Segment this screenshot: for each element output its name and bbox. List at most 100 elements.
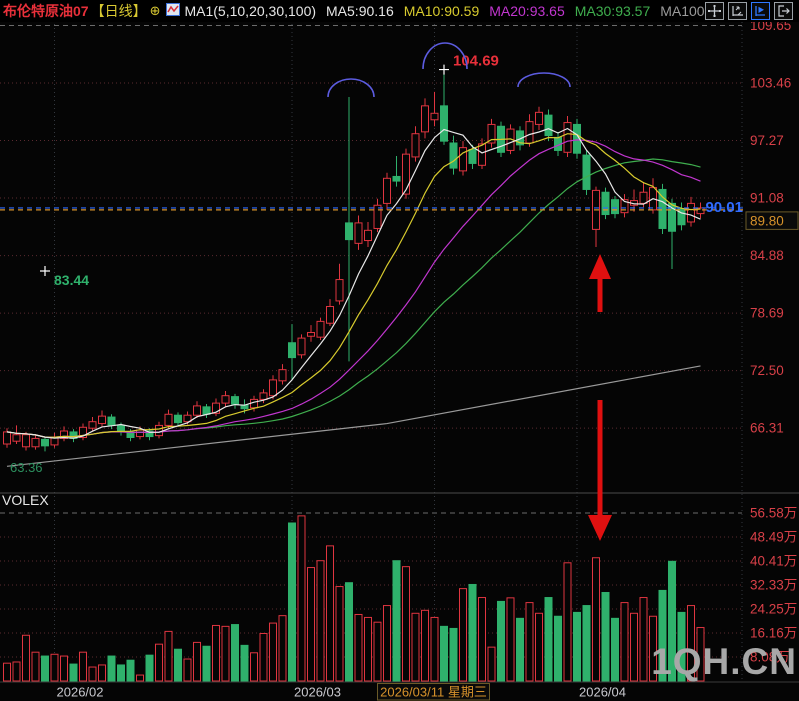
volume-bar[interactable] [69, 663, 78, 682]
candle[interactable] [345, 222, 353, 241]
volume-bar[interactable] [421, 609, 429, 682]
volume-bar[interactable] [696, 627, 705, 682]
volume-bar[interactable] [525, 602, 534, 682]
volume-bar[interactable] [231, 624, 239, 682]
volume-bar[interactable] [60, 655, 68, 682]
volume-bar[interactable] [582, 605, 591, 682]
candle[interactable] [440, 105, 448, 142]
volume-bar[interactable] [297, 515, 306, 682]
candle[interactable] [459, 147, 467, 172]
candle[interactable] [221, 395, 230, 404]
volume-bar[interactable] [145, 654, 154, 682]
volume-bar[interactable] [212, 624, 220, 682]
volume-bar[interactable] [269, 622, 277, 682]
candle[interactable] [402, 153, 410, 195]
volume-bar[interactable] [259, 632, 268, 682]
candle[interactable] [373, 204, 382, 229]
volume-bar[interactable] [250, 652, 258, 682]
candle[interactable] [164, 413, 173, 426]
volume-bar[interactable] [668, 560, 676, 682]
candle[interactable] [297, 337, 306, 356]
arrow-up-annotation[interactable] [589, 254, 611, 312]
volume-bar[interactable] [41, 655, 49, 682]
volume-bar[interactable] [392, 560, 401, 682]
volume-bar[interactable] [601, 591, 610, 682]
volume-bar[interactable] [373, 621, 382, 682]
candle[interactable] [183, 414, 192, 423]
arc-annotation[interactable] [327, 78, 375, 98]
candle[interactable] [22, 434, 30, 448]
playback-icon[interactable] [751, 2, 770, 20]
volume-bar[interactable] [573, 611, 581, 682]
candle[interactable] [145, 430, 154, 438]
volume-bar[interactable] [98, 664, 106, 682]
volume-bar[interactable] [364, 616, 372, 682]
volume-bar[interactable] [50, 653, 59, 682]
arc-annotation[interactable] [422, 42, 468, 70]
volume-bar[interactable] [31, 651, 40, 682]
candle[interactable] [487, 123, 496, 144]
volume-bar[interactable] [221, 625, 230, 682]
volume-bar[interactable] [487, 646, 496, 682]
candle[interactable] [98, 415, 106, 425]
candle[interactable] [383, 177, 391, 204]
candle[interactable] [259, 392, 268, 400]
period-label[interactable]: 【日线】 [90, 3, 147, 19]
volume-bar[interactable] [183, 658, 192, 682]
volume-bar[interactable] [449, 627, 458, 682]
volume-bar[interactable] [563, 562, 572, 682]
volume-bar[interactable] [677, 611, 686, 682]
volume-bar[interactable] [468, 583, 477, 682]
volume-bar[interactable] [193, 641, 201, 682]
candle[interactable] [88, 421, 97, 429]
volume-bar[interactable] [383, 605, 391, 682]
volume-bar[interactable] [174, 648, 182, 682]
volume-bar[interactable] [240, 644, 249, 682]
volume-bar[interactable] [649, 615, 657, 682]
candle[interactable] [573, 123, 581, 154]
volume-bar[interactable] [136, 674, 144, 682]
volume-bar[interactable] [516, 617, 524, 682]
volume-bar[interactable] [12, 661, 21, 682]
candle[interactable] [107, 416, 116, 426]
volume-bar[interactable] [155, 643, 163, 682]
candle[interactable] [601, 191, 610, 216]
exit-icon[interactable] [774, 2, 793, 20]
volume-bar[interactable] [611, 617, 619, 682]
candle[interactable] [677, 208, 686, 226]
candle[interactable] [478, 143, 486, 166]
volume-bar[interactable] [307, 567, 315, 682]
volume-bar[interactable] [687, 605, 695, 682]
candle[interactable] [668, 202, 676, 232]
candle[interactable] [468, 149, 477, 164]
candle[interactable] [687, 202, 695, 223]
volume-bar[interactable] [335, 586, 344, 682]
volume-bar[interactable] [316, 560, 325, 682]
volume-bar[interactable] [411, 612, 420, 682]
candle[interactable] [288, 342, 296, 359]
axis-scale-icon[interactable] [728, 2, 747, 20]
circle-plus-icon[interactable]: ⊕ [149, 3, 161, 18]
candle[interactable] [354, 222, 363, 244]
volume-bar[interactable] [620, 602, 629, 682]
candle[interactable] [535, 111, 543, 125]
arc-annotation[interactable] [517, 72, 571, 88]
candle[interactable] [421, 105, 429, 133]
candle[interactable] [544, 114, 553, 137]
candle[interactable] [696, 207, 705, 215]
candle[interactable] [202, 406, 211, 415]
candle[interactable] [231, 396, 239, 405]
candle[interactable] [155, 424, 163, 437]
candle[interactable] [12, 434, 21, 442]
volume-bar[interactable] [402, 566, 410, 682]
volume-bar[interactable] [117, 664, 125, 682]
volume-bar[interactable] [126, 659, 135, 682]
candle[interactable] [60, 430, 68, 439]
volume-bar[interactable] [164, 630, 173, 682]
volume-bar[interactable] [535, 612, 543, 682]
candle[interactable] [582, 154, 591, 190]
volume-bar[interactable] [354, 613, 363, 682]
candle[interactable] [430, 112, 439, 121]
volume-bar[interactable] [554, 615, 562, 682]
